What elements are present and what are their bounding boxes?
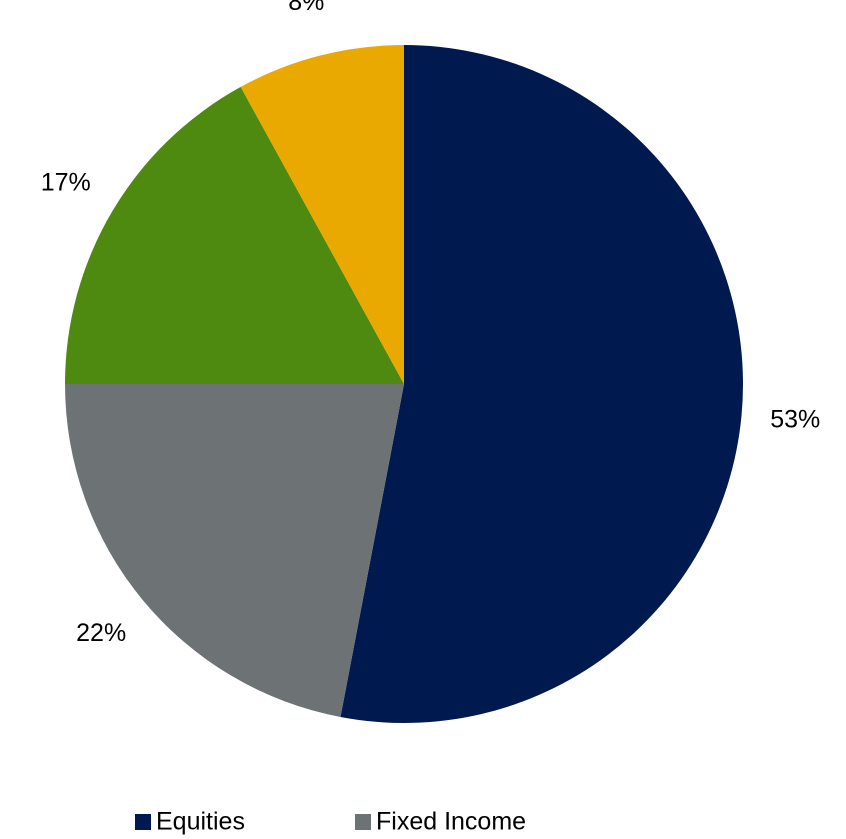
pie-slice — [340, 45, 744, 723]
pie-slice — [65, 384, 404, 717]
data-label: 17% — [41, 169, 91, 197]
pie-slice — [240, 45, 404, 384]
data-label: 53% — [770, 406, 820, 434]
pie-slice — [65, 86, 404, 384]
legend-label: Equities — [156, 808, 245, 836]
legend-swatch — [135, 814, 151, 830]
legend-label: Fixed Income — [376, 808, 526, 836]
data-label: 8% — [288, 0, 324, 16]
data-label: 22% — [76, 619, 126, 647]
legend-swatch — [355, 814, 371, 830]
